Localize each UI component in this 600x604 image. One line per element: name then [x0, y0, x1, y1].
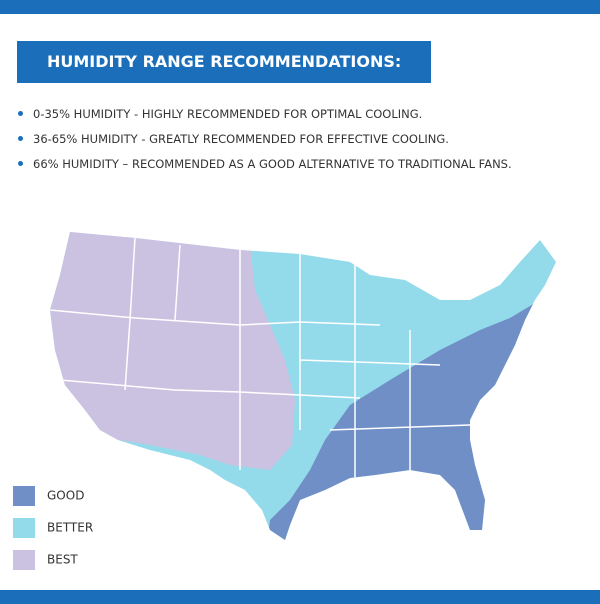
legend-label: BETTER: [47, 521, 93, 535]
bullet-list: 0-35% HUMIDITY - HIGHLY RECOMMENDED FOR …: [18, 106, 512, 181]
bottom-bar: [0, 590, 600, 604]
map-zones: [50, 232, 556, 540]
legend-label: GOOD: [47, 489, 84, 503]
bullet: 36-65% HUMIDITY - GREATLY RECOMMENDED FO…: [18, 131, 512, 156]
top-bar: [0, 0, 600, 14]
bullet: 0-35% HUMIDITY - HIGHLY RECOMMENDED FOR …: [18, 106, 512, 131]
state-lines: [50, 237, 471, 480]
legend-label: BEST: [47, 553, 78, 567]
legend-swatch: [13, 518, 35, 538]
title-banner: HUMIDITY RANGE RECOMMENDATIONS:: [17, 41, 431, 83]
bullet: 66% HUMIDITY – RECOMMENDED AS A GOOD ALT…: [18, 156, 512, 181]
legend-swatch: [13, 550, 35, 570]
legend-swatch: [13, 486, 35, 506]
best-zone: [50, 232, 295, 470]
legend: GOOD BETTER BEST: [13, 486, 93, 570]
